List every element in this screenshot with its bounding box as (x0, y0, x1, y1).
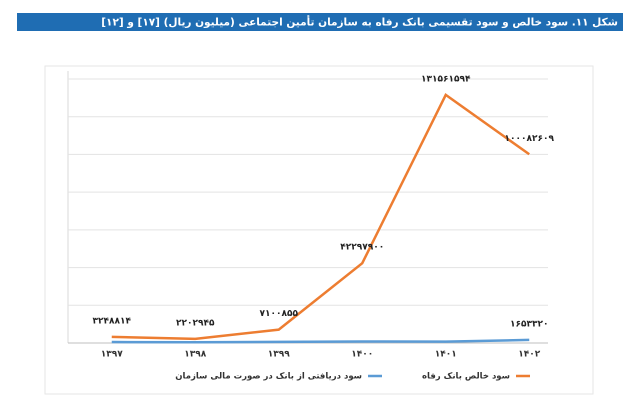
x-tick-label: ۱۴۰۰ (351, 350, 373, 360)
legend-label: سود خالص بانک رفاه (422, 372, 510, 382)
data-label: ۱۶۵۳۳۲۰ (510, 319, 548, 329)
data-label: ۴۲۲۹۷۹۰۰ (340, 243, 384, 253)
chart-frame (44, 65, 594, 395)
data-label: ۲۲۰۲۹۴۵ (176, 318, 215, 328)
x-tick-label: ۱۴۰۱ (435, 350, 457, 360)
x-tick-label: ۱۴۰۲ (518, 350, 540, 360)
data-label: ۷۱۰۰۸۵۵ (260, 309, 299, 319)
series-line (111, 93, 530, 341)
series-line (111, 338, 530, 344)
title-bar (17, 13, 623, 31)
x-tick-label: ۱۳۹۹ (268, 350, 290, 360)
data-label: ۱۳۱۵۶۱۵۹۴ (421, 74, 471, 84)
chart-title: شکل ۱۱. سود خالص و سود تقسیمی بانک رفاه … (101, 15, 618, 29)
legend-label: سود دریافتی از بانک در صورت مالی سازمان (175, 372, 362, 382)
data-label: ۳۲۴۸۸۱۴ (93, 316, 132, 326)
data-label: ۱۰۰۰۸۲۶۰۹ (505, 134, 555, 144)
x-tick-label: ۱۳۹۸ (184, 350, 206, 360)
x-tick-label: ۱۳۹۷ (101, 350, 123, 360)
